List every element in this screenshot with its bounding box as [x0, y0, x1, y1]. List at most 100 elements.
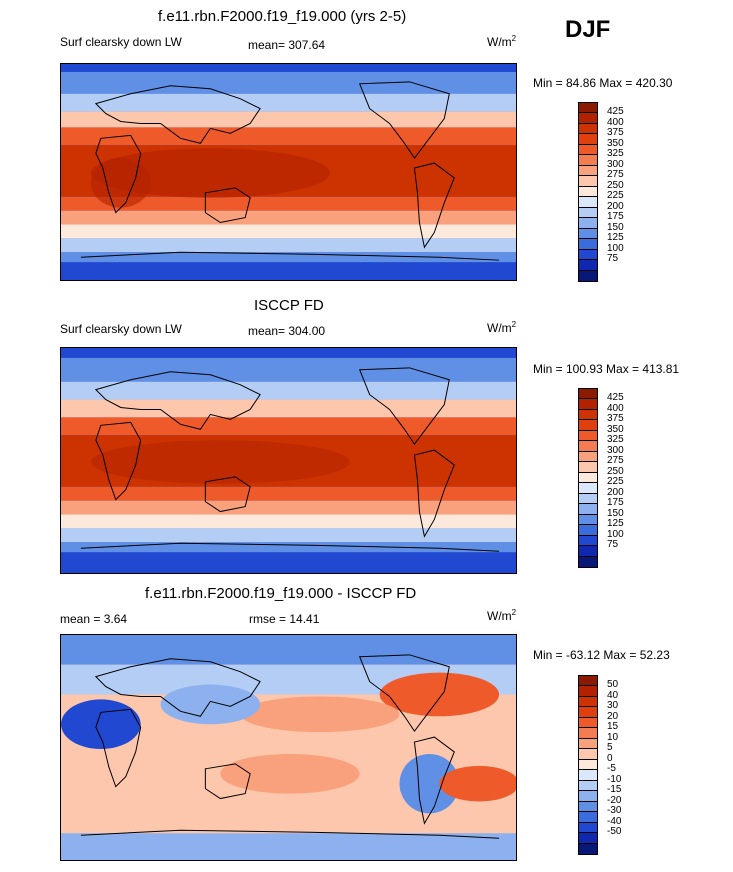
colorbar-swatch — [579, 451, 597, 463]
panel3-rmse-label: rmse = 14.41 — [249, 612, 320, 626]
colorbar-label: 30 — [607, 700, 619, 712]
colorbar-label: 400 — [607, 402, 624, 414]
colorbar-swatch — [579, 249, 597, 261]
colorbar-label: 175 — [607, 497, 624, 509]
panel3-minmax: Min = -63.12 Max = 52.23 — [533, 648, 670, 662]
panel1-title: f.e11.rbn.F2000.f19_f19.000 (yrs 2-5) — [158, 8, 407, 25]
panel3-colorbar — [578, 675, 598, 855]
colorbar-label: 325 — [607, 148, 624, 160]
colorbar-swatch — [579, 759, 597, 771]
colorbar-swatch — [579, 409, 597, 421]
colorbar-swatch — [579, 801, 597, 813]
colorbar-swatch — [579, 389, 597, 400]
panel2-left-label: Surf clearsky down LW — [60, 322, 182, 336]
colorbar-swatch — [579, 207, 597, 219]
colorbar-label: 425 — [607, 106, 624, 118]
colorbar-swatch — [579, 420, 597, 431]
colorbar-label: -30 — [607, 805, 622, 817]
colorbar-label: 20 — [607, 710, 619, 722]
colorbar-swatch — [579, 165, 597, 177]
colorbar-label: 300 — [607, 444, 624, 456]
colorbar-swatch — [579, 270, 597, 281]
colorbar-swatch — [579, 707, 597, 718]
colorbar-label: 125 — [607, 232, 624, 244]
colorbar-label: 75 — [607, 539, 619, 551]
colorbar-swatch — [579, 738, 597, 750]
panel3-units-label: W/m2 — [487, 608, 517, 623]
colorbar-label: 75 — [607, 253, 619, 265]
colorbar-swatch — [579, 399, 597, 410]
colorbar-label: 225 — [607, 476, 624, 488]
colorbar-swatch — [579, 123, 597, 135]
panel1-map-field — [61, 64, 516, 280]
colorbar-swatch — [579, 686, 597, 697]
colorbar-swatch — [579, 812, 597, 823]
colorbar-swatch — [579, 103, 597, 114]
colorbar-swatch — [579, 535, 597, 547]
colorbar-swatch — [579, 441, 597, 452]
colorbar-swatch — [579, 186, 597, 198]
colorbar-swatch — [579, 843, 597, 854]
colorbar-label: 375 — [607, 127, 624, 139]
panel2-mean-label: mean= 304.00 — [248, 324, 326, 338]
colorbar-label: -5 — [607, 763, 616, 775]
colorbar-swatch — [579, 430, 597, 442]
colorbar-label: 50 — [607, 679, 619, 691]
panel1-units-label: W/m2 — [487, 34, 517, 49]
panel3-map — [60, 634, 517, 861]
colorbar-swatch — [579, 113, 597, 124]
colorbar-label: 350 — [607, 137, 624, 149]
panel2-map-field — [61, 348, 516, 573]
colorbar-label: -20 — [607, 794, 622, 806]
colorbar-label: 375 — [607, 413, 624, 425]
colorbar-swatch — [579, 525, 597, 536]
panel2-map — [60, 347, 517, 574]
colorbar-label: 100 — [607, 242, 624, 254]
colorbar-swatch — [579, 504, 597, 515]
colorbar-label: 300 — [607, 158, 624, 170]
colorbar-swatch — [579, 728, 597, 739]
panel2-colorbar — [578, 388, 598, 568]
colorbar-label: 200 — [607, 200, 624, 212]
colorbar-swatch — [579, 218, 597, 229]
colorbar-swatch — [579, 155, 597, 166]
colorbar-label: 225 — [607, 190, 624, 202]
colorbar-label: -10 — [607, 773, 622, 785]
panel3-title: f.e11.rbn.F2000.f19_f19.000 - ISCCP FD — [145, 585, 417, 602]
panel1-colorbar — [578, 102, 598, 282]
colorbar-swatch — [579, 239, 597, 250]
colorbar-label: 125 — [607, 518, 624, 530]
colorbar-swatch — [579, 770, 597, 781]
panel3-map-field — [61, 635, 516, 860]
colorbar-swatch — [579, 780, 597, 792]
colorbar-label: 5 — [607, 742, 613, 754]
colorbar-label: 150 — [607, 507, 624, 519]
colorbar-swatch — [579, 546, 597, 557]
panel1-left-label: Surf clearsky down LW — [60, 35, 182, 49]
colorbar-swatch — [579, 514, 597, 526]
colorbar-label: 250 — [607, 465, 624, 477]
panel1-mean-label: mean= 307.64 — [248, 38, 326, 52]
panel2-minmax: Min = 100.93 Max = 413.81 — [533, 362, 680, 376]
colorbar-label: 100 — [607, 528, 624, 540]
colorbar-label: 175 — [607, 211, 624, 223]
panel1-map — [60, 63, 517, 281]
colorbar-swatch — [579, 791, 597, 802]
colorbar-swatch — [579, 676, 597, 687]
colorbar-label: 275 — [607, 455, 624, 467]
colorbar-label: 400 — [607, 116, 624, 128]
colorbar-swatch — [579, 176, 597, 187]
colorbar-swatch — [579, 483, 597, 494]
panel2-units-label: W/m2 — [487, 320, 517, 335]
colorbar-swatch — [579, 556, 597, 567]
colorbar-swatch — [579, 493, 597, 505]
colorbar-label: 350 — [607, 423, 624, 435]
colorbar-label: 0 — [607, 752, 613, 764]
colorbar-swatch — [579, 260, 597, 271]
colorbar-swatch — [579, 717, 597, 729]
panel3-mean-label: mean = 3.64 — [60, 612, 128, 626]
colorbar-label: 250 — [607, 179, 624, 191]
colorbar-swatch — [579, 696, 597, 708]
colorbar-swatch — [579, 822, 597, 834]
colorbar-swatch — [579, 228, 597, 240]
